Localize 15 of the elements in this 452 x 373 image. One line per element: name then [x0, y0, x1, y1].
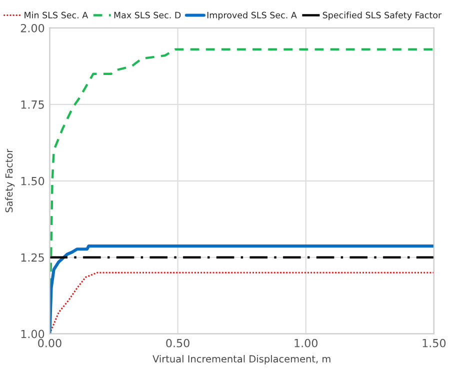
y-tick-label: 1.25 — [21, 253, 44, 262]
x-tick-label: 1.50 — [422, 338, 446, 348]
legend-label: Specified SLS Safety Factor — [322, 12, 442, 20]
x-axis-title: Virtual Incremental Displacement, m — [152, 355, 330, 364]
x-tick-label: 0.50 — [166, 338, 190, 348]
x-tick-label: 0.00 — [38, 338, 62, 348]
legend-label: Max SLS Sec. D — [114, 12, 181, 18]
legend-label: Improved SLS Sec. A — [207, 12, 297, 20]
legend-label: Min SLS Sec. A — [24, 12, 88, 18]
y-tick-label: 1.50 — [21, 176, 44, 186]
y-axis-title: Safety Factor — [5, 148, 15, 212]
y-tick-label: 1.75 — [21, 100, 44, 109]
y-tick-label: 2.00 — [20, 24, 44, 32]
y-tick-label: 1.00 — [21, 330, 44, 338]
x-tick-label: 1.00 — [294, 338, 318, 348]
